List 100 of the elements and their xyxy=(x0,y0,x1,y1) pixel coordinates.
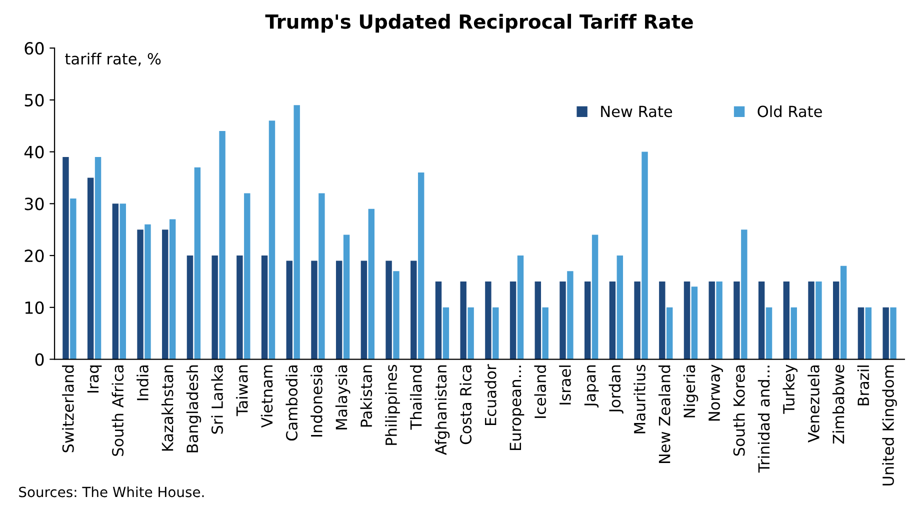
bar xyxy=(169,219,176,360)
x-tick-label: European... xyxy=(510,366,524,450)
x-tick-label: Brazil xyxy=(857,366,870,406)
bar xyxy=(542,307,548,360)
x-tick-label: Malaysia xyxy=(335,366,350,430)
bar xyxy=(236,256,243,360)
bar xyxy=(410,260,417,360)
x-tick-label: Japan xyxy=(584,365,599,408)
bar xyxy=(442,307,450,360)
y-tick-label: 40 xyxy=(24,146,44,158)
bar xyxy=(435,281,442,360)
bar xyxy=(890,307,896,360)
bar xyxy=(186,256,194,360)
bar xyxy=(517,256,524,360)
x-tick-label: South Korea xyxy=(733,366,745,456)
bar xyxy=(286,260,292,360)
bar xyxy=(70,198,76,360)
bar xyxy=(360,260,368,360)
x-tick-label: Jordan xyxy=(608,365,624,414)
x-tick-label: Nigeria xyxy=(683,366,698,418)
x-tick-label: New Zealand xyxy=(658,366,670,464)
x-tick-label: Trinidad and... xyxy=(758,366,770,473)
bar xyxy=(858,307,864,360)
bar xyxy=(244,193,250,360)
source-note: Sources: The White House. xyxy=(19,486,204,498)
bar xyxy=(584,281,591,360)
bar xyxy=(386,260,392,360)
bar xyxy=(144,224,151,360)
bar xyxy=(311,260,318,360)
bar xyxy=(62,156,69,360)
bar xyxy=(708,281,715,360)
bar xyxy=(393,271,400,360)
x-tick-label: Venezuela xyxy=(808,366,820,442)
bar xyxy=(492,307,499,360)
x-tick-label: Cambodia xyxy=(286,366,298,441)
bar xyxy=(368,208,374,360)
bar xyxy=(865,307,872,360)
x-tick-label: Thailand xyxy=(410,366,422,430)
bar xyxy=(468,307,474,360)
bar xyxy=(691,286,698,360)
bar xyxy=(418,172,424,360)
bar xyxy=(534,281,542,360)
bar xyxy=(137,230,144,360)
x-tick-label: Mauritius xyxy=(634,364,646,434)
x-tick-label: Bangladesh xyxy=(186,365,202,452)
bar xyxy=(592,234,598,360)
bar xyxy=(882,307,889,360)
x-tick-label: India xyxy=(136,366,148,400)
bar xyxy=(268,120,276,360)
bar xyxy=(684,281,690,360)
bar xyxy=(460,281,466,360)
bar xyxy=(336,260,342,360)
x-tick-label: Zimbabwe xyxy=(832,364,844,444)
bar xyxy=(212,256,218,360)
bar xyxy=(94,156,102,360)
legend-label: Old Rate xyxy=(758,105,822,118)
y-tick-label: 30 xyxy=(24,198,44,210)
y-tick-label: 60 xyxy=(24,42,44,55)
bar xyxy=(609,281,616,360)
bar xyxy=(87,178,94,360)
bar xyxy=(219,131,226,360)
bar xyxy=(666,307,673,360)
bar xyxy=(162,230,168,360)
bar xyxy=(112,204,119,360)
x-tick-label: South Africa xyxy=(112,366,124,456)
x-tick-label: Philippines xyxy=(385,364,400,445)
bar xyxy=(758,281,765,360)
bar xyxy=(734,281,740,360)
x-tick-label: Indonesia xyxy=(310,366,322,437)
x-tick-label: Norway xyxy=(708,364,723,421)
bar xyxy=(294,105,300,360)
x-tick-label: Costa Rica xyxy=(460,366,472,444)
bar xyxy=(766,307,772,360)
bar xyxy=(816,281,822,360)
bar xyxy=(343,234,350,360)
x-tick-label: Israel xyxy=(559,366,571,404)
bar xyxy=(642,152,648,360)
x-tick-label: Taiwan xyxy=(236,365,248,416)
bar xyxy=(659,281,666,360)
bar xyxy=(634,281,640,360)
bar xyxy=(833,281,840,360)
x-tick-label: Afghanistan xyxy=(434,365,450,455)
bar xyxy=(616,256,624,360)
x-tick-label: Kazakhstan xyxy=(161,365,174,451)
x-tick-label: Turkey xyxy=(782,364,798,414)
y-axis-title: tariff rate, % xyxy=(65,52,161,66)
x-tick-label: United Kingdom xyxy=(882,365,897,486)
legend-label: New Rate xyxy=(601,106,672,118)
bar xyxy=(261,256,268,360)
bar xyxy=(485,281,492,360)
bar xyxy=(783,281,790,360)
x-tick-label: Sri Lanka xyxy=(211,366,223,434)
bar xyxy=(318,193,325,360)
y-tick-label: 20 xyxy=(24,249,44,262)
bar xyxy=(567,271,574,360)
x-tick-label: Pakistan xyxy=(360,365,372,427)
bar xyxy=(741,230,748,360)
x-tick-label: Iraq xyxy=(87,366,102,392)
bar xyxy=(840,266,847,360)
y-tick-label: 0 xyxy=(35,353,44,366)
